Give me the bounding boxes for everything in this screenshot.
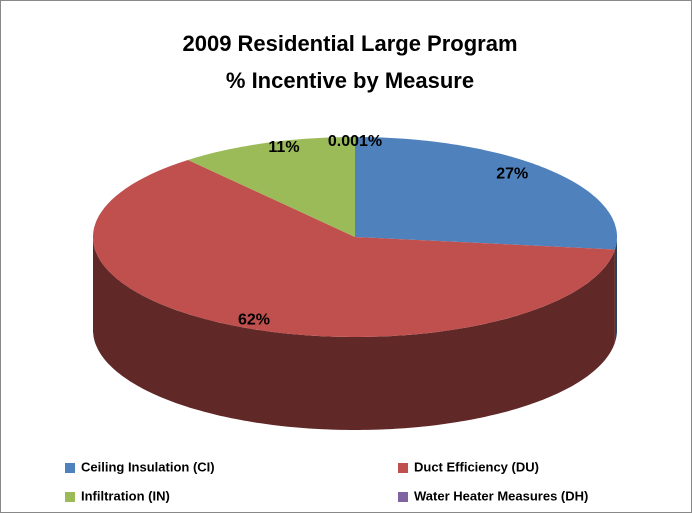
pie-slice [93, 160, 615, 337]
legend-label: Ceiling Insulation (CI) [81, 459, 215, 474]
chart-title: 2009 Residential Large Program [182, 31, 517, 56]
legend-label: Infiltration (IN) [81, 488, 170, 503]
legend-swatch [65, 492, 75, 502]
pie-slice [188, 137, 355, 237]
legend-swatch [65, 463, 75, 473]
legend-label: Duct Efficiency (DU) [414, 459, 539, 474]
data-label: 27% [496, 165, 528, 182]
pie-slice [355, 137, 617, 250]
legend-label: Water Heater Measures (DH) [414, 488, 588, 503]
chart-title: % Incentive by Measure [226, 68, 474, 93]
legend-swatch [398, 492, 408, 502]
slice-side [93, 237, 615, 430]
data-label: 62% [238, 311, 270, 328]
slice-side [614, 237, 617, 343]
legend-swatch [398, 463, 408, 473]
data-label: 0.001% [328, 133, 382, 150]
data-label: 11% [268, 139, 299, 156]
